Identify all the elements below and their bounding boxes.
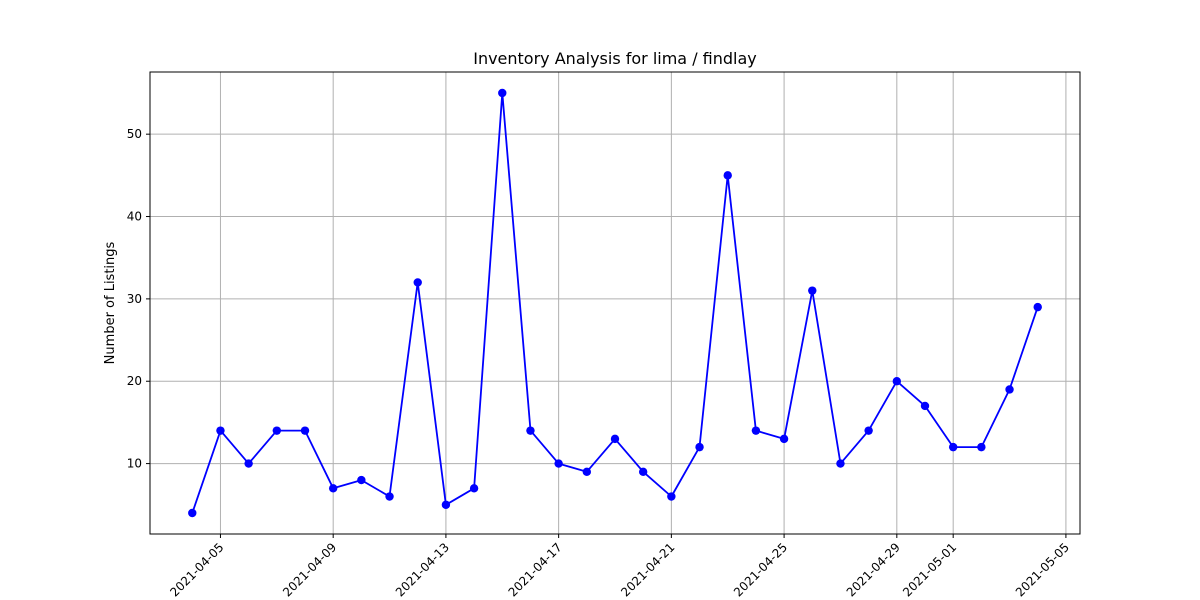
y-tick-label: 40 <box>127 210 142 224</box>
data-point <box>1005 385 1014 394</box>
data-point <box>610 434 620 444</box>
data-point <box>469 484 479 493</box>
data-point <box>413 278 422 287</box>
data-point <box>836 459 845 468</box>
chart-title: Inventory Analysis for lima / findlay <box>473 49 757 68</box>
data-point <box>216 426 225 435</box>
data-point <box>920 401 930 411</box>
data-point <box>892 377 902 386</box>
data-point <box>948 442 958 452</box>
plot-area-frame <box>149 71 1081 535</box>
data-point <box>808 286 817 295</box>
series-layer <box>188 88 1042 518</box>
data-point <box>1033 302 1042 312</box>
data-point <box>357 475 366 485</box>
y-tick-label: 10 <box>127 457 142 471</box>
data-point <box>328 484 338 493</box>
grid-lines <box>150 72 1080 534</box>
data-point <box>864 426 873 435</box>
data-point <box>723 171 732 180</box>
data-point <box>695 442 704 452</box>
data-point <box>977 442 986 452</box>
data-point <box>582 467 592 477</box>
data-point <box>667 492 676 501</box>
data-point <box>779 434 789 444</box>
y-axis-label: Number of Listings <box>103 241 118 364</box>
data-point <box>498 88 507 98</box>
y-tick-label: 50 <box>127 127 142 141</box>
y-tick-label: 20 <box>127 374 142 388</box>
data-point <box>751 426 761 435</box>
data-point <box>300 426 310 435</box>
data-point <box>272 426 282 435</box>
data-point <box>385 492 394 501</box>
data-point <box>244 459 253 468</box>
data-point <box>526 426 535 435</box>
data-point <box>441 500 451 509</box>
data-point <box>554 459 563 468</box>
data-point <box>638 467 648 477</box>
y-tick-label: 30 <box>127 292 142 306</box>
data-point <box>188 508 197 518</box>
